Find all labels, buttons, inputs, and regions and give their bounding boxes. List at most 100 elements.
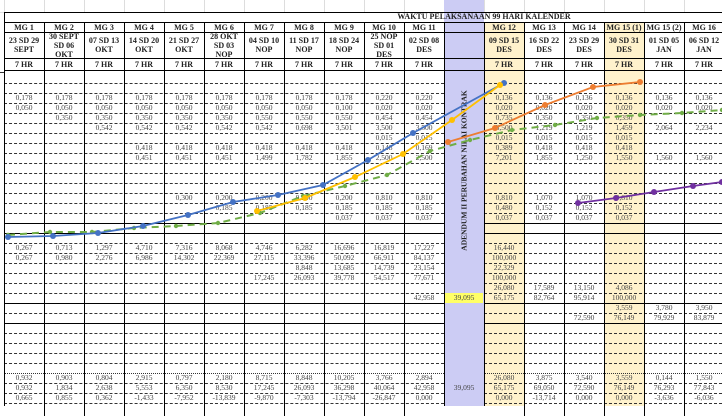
table-cell[interactable]: 0,152 xyxy=(575,203,593,212)
table-cell[interactable]: 0,037 xyxy=(415,213,433,222)
table-cell[interactable]: 0,698 xyxy=(295,123,313,132)
table-cell[interactable]: 17,589 xyxy=(533,283,555,292)
table-cell[interactable]: 2,500 xyxy=(415,153,433,162)
table-cell[interactable]: 3,540 xyxy=(575,373,593,382)
table-cell[interactable]: 69,050 xyxy=(533,383,555,392)
table-cell[interactable]: 79,929 xyxy=(653,313,675,322)
table-cell[interactable]: 0,050 xyxy=(95,103,113,112)
table-cell[interactable]: 2,915 xyxy=(135,373,153,382)
table-cell[interactable]: 0,542 xyxy=(215,123,233,132)
table-cell[interactable]: 0,418 xyxy=(335,143,353,152)
table-cell[interactable]: 0,418 xyxy=(215,143,233,152)
table-cell[interactable]: 8,530 xyxy=(215,383,233,392)
table-cell[interactable]: 42,958 xyxy=(413,383,435,392)
table-cell[interactable]: 2,276 xyxy=(95,253,113,262)
table-cell[interactable]: 17,227 xyxy=(413,243,435,252)
table-cell[interactable]: 0,454 xyxy=(375,113,393,122)
table-cell[interactable]: 1,070 xyxy=(575,193,593,202)
table-cell[interactable]: 0,220 xyxy=(415,93,433,102)
table-cell[interactable]: 0,220 xyxy=(375,93,393,102)
table-cell[interactable]: 0,665 xyxy=(15,393,33,402)
table-cell[interactable]: 0,015 xyxy=(375,133,393,142)
table-cell[interactable]: -26,847 xyxy=(372,393,396,402)
table-cell[interactable]: 0,550 xyxy=(255,113,273,122)
table-cell[interactable]: 0,350 xyxy=(175,113,193,122)
table-cell[interactable]: 3,950 xyxy=(695,303,713,312)
table-cell[interactable]: 0,136 xyxy=(655,93,673,102)
table-cell[interactable]: 0,050 xyxy=(255,103,273,112)
table-cell[interactable]: 14,739 xyxy=(373,263,395,272)
table-cell[interactable]: 0,185 xyxy=(295,203,313,212)
table-cell[interactable]: 0,015 xyxy=(575,133,593,142)
table-cell[interactable]: 84,137 xyxy=(413,253,435,262)
table-cell[interactable]: 3,780 xyxy=(655,303,673,312)
table-cell[interactable]: 0,020 xyxy=(415,103,433,112)
table-cell[interactable]: 72,590 xyxy=(573,313,595,322)
table-cell[interactable]: 1,250 xyxy=(575,153,593,162)
table-cell[interactable]: 8,848 xyxy=(295,263,313,272)
table-cell[interactable]: 0,550 xyxy=(335,113,353,122)
table-cell[interactable]: 0,136 xyxy=(535,93,553,102)
table-cell[interactable]: 0,185 xyxy=(375,203,393,212)
table-cell[interactable]: 0,136 xyxy=(615,93,633,102)
table-cell[interactable]: 13,150 xyxy=(573,283,595,292)
table-cell[interactable]: 0,810 xyxy=(375,193,393,202)
table-cell[interactable]: 76,149 xyxy=(613,383,635,392)
table-cell[interactable]: 5,553 xyxy=(135,383,153,392)
table-cell[interactable]: -7,952 xyxy=(174,393,194,402)
table-cell[interactable]: 0,267 xyxy=(15,253,33,262)
table-cell[interactable]: 76,149 xyxy=(613,313,635,322)
table-cell[interactable]: 0,350 xyxy=(95,113,113,122)
table-cell[interactable]: 95,914 xyxy=(573,293,595,302)
table-cell[interactable]: -7,303 xyxy=(294,393,314,402)
table-cell[interactable]: 0,797 xyxy=(175,373,193,382)
table-cell[interactable]: -13,794 xyxy=(332,393,356,402)
table-cell[interactable]: 3,766 xyxy=(375,373,393,382)
table-cell[interactable]: 3,875 xyxy=(535,373,553,382)
table-cell[interactable]: 0,542 xyxy=(255,123,273,132)
table-cell[interactable]: 33,396 xyxy=(293,253,315,262)
table-cell[interactable]: 1,550 xyxy=(615,153,633,162)
table-cell[interactable]: 2,234 xyxy=(695,123,713,132)
table-cell[interactable]: 0,980 xyxy=(55,253,73,262)
table-cell[interactable]: 7,316 xyxy=(175,243,193,252)
table-cell[interactable]: 42,958 xyxy=(413,293,435,302)
table-cell[interactable]: 0,451 xyxy=(135,153,153,162)
table-cell[interactable]: 0,418 xyxy=(615,143,633,152)
table-cell[interactable]: 0,136 xyxy=(495,93,513,102)
table-cell[interactable]: 0,451 xyxy=(215,153,233,162)
table-cell[interactable]: 0,037 xyxy=(335,213,353,222)
table-cell[interactable]: 1,855 xyxy=(335,153,353,162)
table-cell[interactable]: 17,245 xyxy=(253,273,275,282)
table-cell[interactable]: 0,148 xyxy=(375,143,393,152)
table-cell[interactable]: 0,000 xyxy=(495,393,513,402)
table-cell[interactable]: 0,037 xyxy=(535,213,553,222)
table-cell[interactable]: 1,219 xyxy=(535,123,553,132)
table-cell[interactable]: 3,559 xyxy=(615,303,633,312)
table-cell[interactable]: 0,932 xyxy=(15,373,33,382)
table-cell[interactable]: 3,500 xyxy=(495,123,513,132)
table-cell[interactable]: 0,020 xyxy=(615,103,633,112)
table-cell[interactable]: 0,350 xyxy=(215,113,233,122)
table-cell[interactable]: 0,178 xyxy=(335,93,353,102)
table-cell[interactable]: 0,020 xyxy=(655,103,673,112)
table-cell[interactable]: 0,550 xyxy=(295,113,313,122)
table-cell[interactable]: 14,302 xyxy=(173,253,195,262)
table-cell[interactable]: 0,903 xyxy=(55,373,73,382)
table-cell[interactable]: 0,418 xyxy=(175,143,193,152)
table-cell[interactable]: 0,020 xyxy=(375,103,393,112)
table-cell[interactable]: -3,636 xyxy=(654,393,674,402)
table-cell[interactable]: 0,185 xyxy=(335,203,353,212)
table-cell[interactable]: 0,185 xyxy=(415,203,433,212)
table-cell[interactable]: 1,834 xyxy=(55,383,73,392)
table-cell[interactable]: 26,080 xyxy=(493,373,515,382)
table-cell[interactable]: 0,050 xyxy=(175,103,193,112)
table-cell[interactable]: 0,454 xyxy=(415,113,433,122)
table-cell[interactable]: 50,092 xyxy=(333,253,355,262)
table-cell[interactable]: 0,015 xyxy=(415,133,433,142)
table-cell[interactable]: 0,542 xyxy=(135,123,153,132)
table-cell[interactable]: 0,015 xyxy=(535,133,553,142)
table-cell[interactable]: 0,178 xyxy=(295,93,313,102)
table-cell[interactable]: 0,200 xyxy=(335,193,353,202)
table-cell[interactable]: 0,100 xyxy=(335,103,353,112)
